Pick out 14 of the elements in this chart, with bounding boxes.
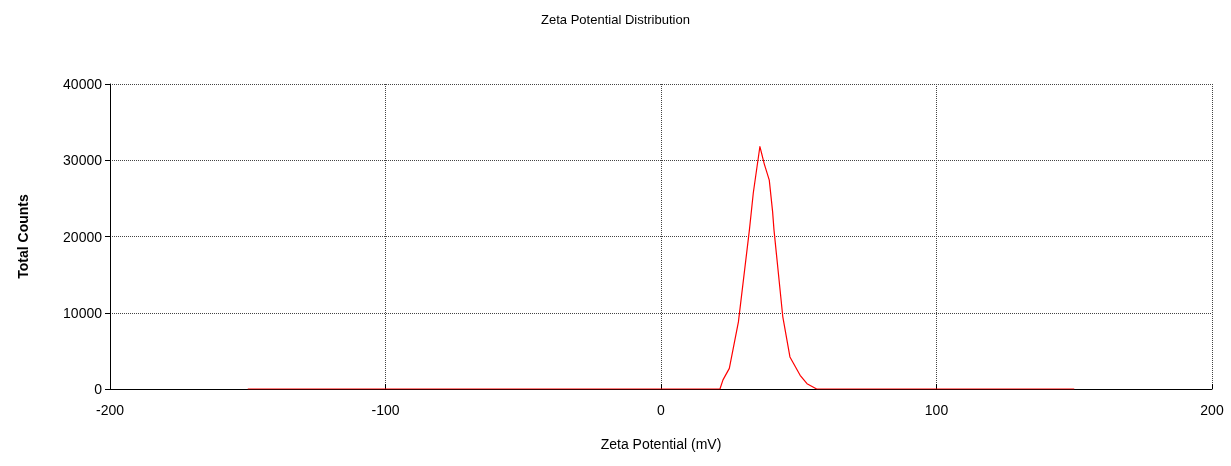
y-tick-label: 20000 bbox=[63, 228, 103, 245]
x-tick-label: -100 bbox=[371, 402, 400, 418]
x-axis-title: Zeta Potential (mV) bbox=[600, 436, 722, 452]
x-tick-label: 0 bbox=[657, 402, 666, 418]
x-tick-label: 200 bbox=[1200, 402, 1224, 418]
x-tick-label: -200 bbox=[95, 402, 125, 418]
y-tick-label: 0 bbox=[94, 381, 103, 397]
x-tick-label: 100 bbox=[924, 402, 949, 418]
y-axis-title: Total Counts bbox=[15, 194, 31, 279]
y-tick-label: 30000 bbox=[63, 152, 103, 169]
line-series bbox=[247, 145, 1075, 390]
y-tick-label: 40000 bbox=[63, 76, 103, 92]
chart-title: Zeta Potential Distribution bbox=[541, 12, 690, 27]
y-tick-label: 10000 bbox=[63, 304, 103, 321]
